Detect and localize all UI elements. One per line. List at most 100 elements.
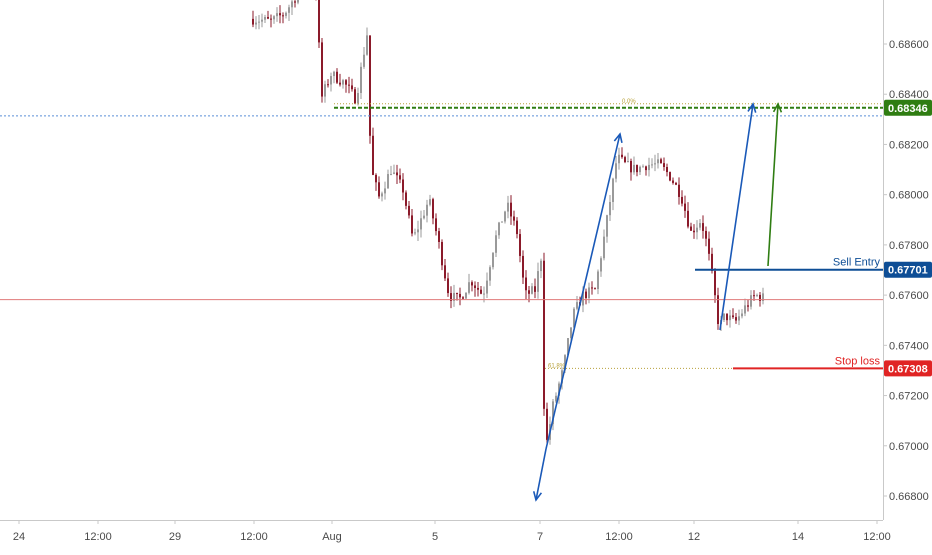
candle-body [327,84,329,86]
candle-body [297,0,299,3]
candle-body [546,408,548,440]
time-tick-label: 29 [169,531,181,543]
price-axis[interactable]: 0.66800 0.67000 0.67200 0.67400 0.67600 0.678… [883,39,929,503]
time-tick-label: 14 [792,531,804,543]
candle-body [648,164,650,171]
candle-body [573,308,575,328]
candle-body [261,19,263,22]
target-price-tag: 0.68346 [884,99,932,116]
projection-arrow-up[interactable] [545,132,623,450]
svg-text:0.67308: 0.67308 [888,363,928,375]
time-tick-label: 12:00 [84,531,112,543]
candle-body [417,229,419,233]
candle-body [255,22,257,25]
candle-body [705,230,707,239]
candle-body [711,253,713,271]
candle-body [714,270,716,296]
stop-loss-label: Stop loss [835,355,881,367]
candle-body [492,252,494,268]
candle-body [450,293,452,301]
candle-body [624,157,626,163]
candle-body [756,294,758,296]
candle-body [441,241,443,266]
candle-body [252,18,254,25]
candle-body [429,199,431,205]
candle-body [258,21,260,23]
candle-body [633,164,635,173]
candle-body [336,71,338,83]
candle-body [681,196,683,204]
projection-arrow-to-target-green[interactable] [767,102,783,267]
projection-arrow-to-target-blue[interactable] [719,102,757,331]
candle-body [456,292,458,294]
candle-body [414,232,416,234]
candle-body [276,13,278,17]
candle-body [543,260,545,409]
arrows-group[interactable] [532,102,783,502]
candle-body [318,0,320,43]
candle-body [516,220,518,235]
candle-body [384,188,386,194]
candle-body [360,66,362,94]
candle-body [405,192,407,206]
candle-body [480,289,482,294]
candle-body [522,255,524,278]
candle-body [330,76,332,85]
candle-body [438,231,440,242]
candle-body [612,178,614,202]
fib-level-0-label: 0.0% [622,99,636,105]
candle-body [693,230,695,233]
svg-text:0.68346: 0.68346 [888,103,928,115]
candle-body [399,175,401,180]
candle-body [717,295,719,325]
candle-body [654,163,656,165]
candle-body [603,236,605,259]
candle-body [489,267,491,281]
candle-body [477,287,479,290]
candle-body [510,202,512,217]
candle-body [702,223,704,231]
candle-body [369,35,371,136]
candle-body [663,163,665,167]
candle-body [618,154,620,164]
candle-body [639,166,641,173]
candle-body [363,54,365,67]
candle-body [759,294,761,301]
candle-body [666,166,668,173]
candle-body [558,383,560,396]
candle-body [615,163,617,179]
candle-body [447,278,449,294]
candle-body [687,210,689,227]
candle-body [600,258,602,272]
candle-body [459,293,461,298]
time-tick-label: 12:00 [605,531,633,543]
time-tick-label: 12 [688,531,700,543]
candle-body [576,302,578,309]
price-tick-label: 0.67200 [889,391,929,403]
time-tick-label: Aug [322,531,342,543]
candle-body [597,271,599,289]
candle-body [366,35,368,55]
candle-body [537,271,539,292]
candle-body [282,15,284,17]
candle-body [519,234,521,256]
candle-body [657,159,659,164]
candle-body [279,13,281,16]
candle-body [483,293,485,295]
candle-body [372,135,374,175]
candle-body [354,89,356,104]
candle-body [594,288,596,290]
candle-body [504,211,506,222]
candle-body [423,215,425,219]
candle-body [486,280,488,294]
candle-body [408,205,410,216]
time-axis[interactable]: 24 12:00 29 12:00 Aug 5 7 12:00 12 14 12:00 [13,520,891,543]
candle-body [501,221,503,223]
candle-body [411,215,413,234]
projection-arrow-down[interactable] [532,448,547,502]
candle-body [564,355,566,371]
candle-body [669,172,671,181]
candle-body [264,16,266,20]
